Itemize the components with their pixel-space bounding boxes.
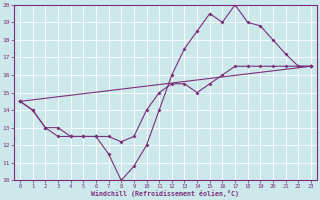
X-axis label: Windchill (Refroidissement éolien,°C): Windchill (Refroidissement éolien,°C) bbox=[92, 190, 239, 197]
